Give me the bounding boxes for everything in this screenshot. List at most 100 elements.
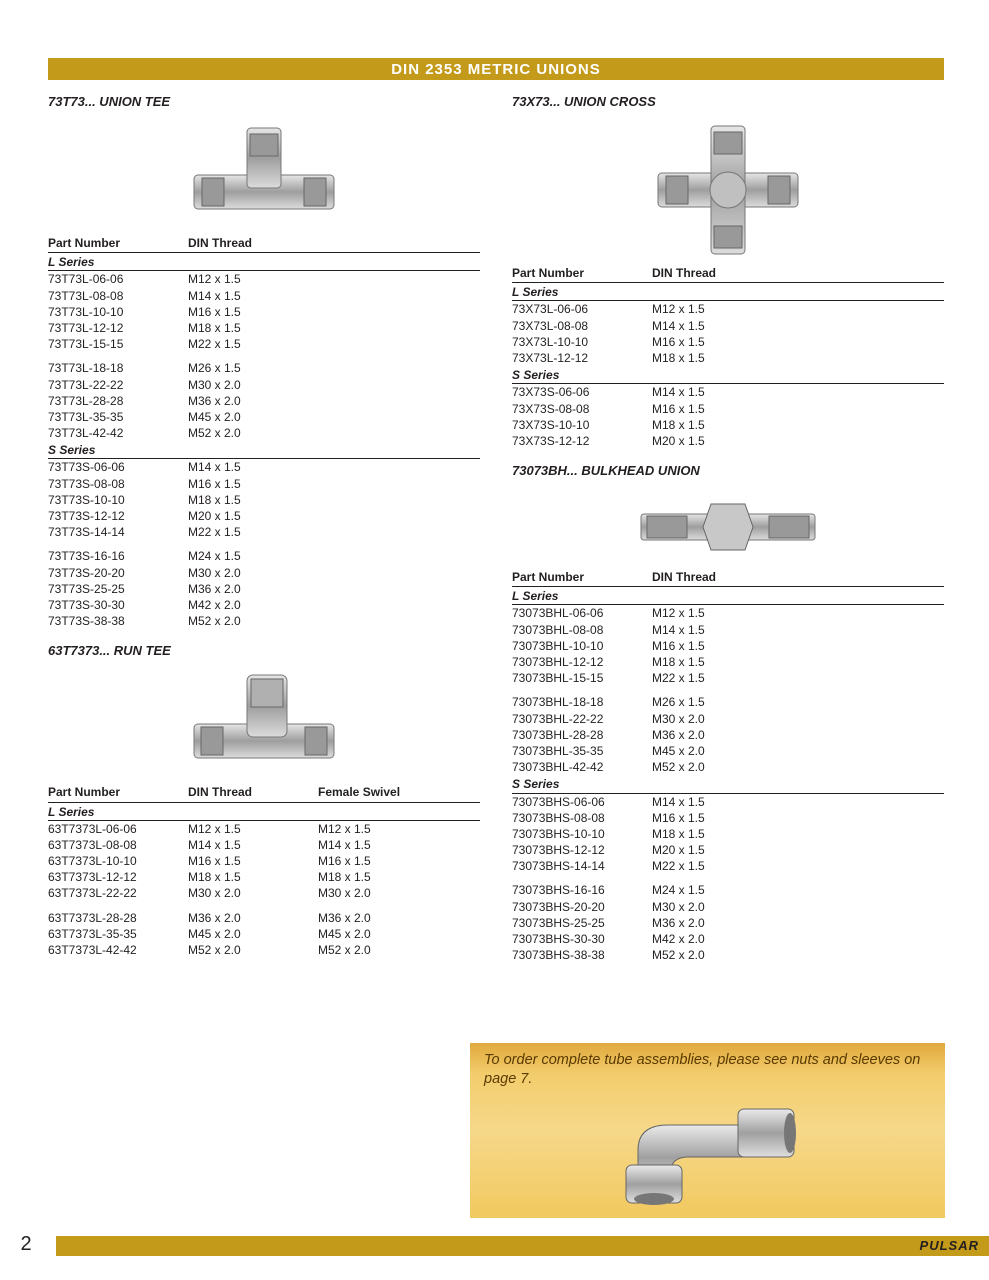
cell: M14 x 1.5 [188, 837, 318, 853]
cell: M14 x 1.5 [318, 837, 480, 853]
cell: M18 x 1.5 [188, 320, 318, 336]
table-row: 73073BHL-15-15M22 x 1.5 [512, 670, 944, 686]
cell: M16 x 1.5 [188, 476, 318, 492]
l-series-label: L Series [512, 587, 944, 605]
right-column: 73X73... UNION CROSS Part Number DIN Thr… [512, 90, 944, 963]
banner-title: DIN 2353 METRIC UNIONS [391, 61, 601, 78]
table-row: 73T73S-20-20M30 x 2.0 [48, 565, 480, 581]
cell: 63T7373L-06-06 [48, 821, 188, 837]
table-row: 63T7373L-06-06M12 x 1.5M12 x 1.5 [48, 821, 480, 837]
col-din: DIN Thread [188, 235, 318, 251]
union-cross-title: 73X73... UNION CROSS [512, 94, 944, 109]
cell: 73T73S-38-38 [48, 613, 188, 629]
table-row: 73T73S-06-06M14 x 1.5 [48, 459, 480, 475]
cell: 73T73S-12-12 [48, 508, 188, 524]
table-row: 73T73L-42-42M52 x 2.0 [48, 425, 480, 441]
bulkhead-fitting-icon [633, 492, 823, 562]
cell: 73T73L-10-10 [48, 304, 188, 320]
cell: 73X73L-06-06 [512, 301, 652, 317]
cell: M14 x 1.5 [188, 288, 318, 304]
cell: M52 x 2.0 [652, 947, 782, 963]
cell: M42 x 2.0 [652, 931, 782, 947]
cell: M36 x 2.0 [652, 727, 782, 743]
table-row: 73T73S-25-25M36 x 2.0 [48, 581, 480, 597]
cell: 73073BHS-30-30 [512, 931, 652, 947]
col-din: DIN Thread [652, 569, 782, 585]
cell: 73073BHS-08-08 [512, 810, 652, 826]
cell: 73073BHL-08-08 [512, 622, 652, 638]
cell: M20 x 1.5 [188, 508, 318, 524]
table-row: 73073BHS-12-12M20 x 1.5 [512, 842, 944, 858]
table-row: 73073BHS-20-20M30 x 2.0 [512, 899, 944, 915]
l-series-label: L Series [48, 253, 480, 271]
table-row: 73T73L-08-08M14 x 1.5 [48, 288, 480, 304]
cell: M16 x 1.5 [318, 853, 480, 869]
cell: M14 x 1.5 [652, 384, 782, 400]
elbow-image [484, 1095, 931, 1215]
cell: M36 x 2.0 [652, 915, 782, 931]
l-series-label: L Series [512, 283, 944, 301]
cell: 73X73S-12-12 [512, 433, 652, 449]
cell: M30 x 2.0 [652, 711, 782, 727]
table-row: 73073BHL-06-06M12 x 1.5 [512, 605, 944, 621]
cell: 73T73S-25-25 [48, 581, 188, 597]
cell: M22 x 1.5 [188, 524, 318, 540]
union-tee-title: 73T73... UNION TEE [48, 94, 480, 109]
table-row: 73T73S-16-16M24 x 1.5 [48, 548, 480, 564]
cell: M36 x 2.0 [188, 910, 318, 926]
table-row: 63T7373L-35-35M45 x 2.0M45 x 2.0 [48, 926, 480, 942]
table-row: 73073BHS-06-06M14 x 1.5 [512, 794, 944, 810]
table-row: 63T7373L-08-08M14 x 1.5M14 x 1.5 [48, 837, 480, 853]
cell: 73X73L-08-08 [512, 318, 652, 334]
cell: M18 x 1.5 [318, 869, 480, 885]
table-row: 73X73S-06-06M14 x 1.5 [512, 384, 944, 400]
table-row: 73073BHS-25-25M36 x 2.0 [512, 915, 944, 931]
cell: 73073BHS-20-20 [512, 899, 652, 915]
cell: 73X73S-08-08 [512, 401, 652, 417]
cell: 73073BHL-15-15 [512, 670, 652, 686]
cell: 73T73L-08-08 [48, 288, 188, 304]
table-row: 73073BHL-08-08M14 x 1.5 [512, 622, 944, 638]
table-row: 73X73S-10-10M18 x 1.5 [512, 417, 944, 433]
cell: M52 x 2.0 [652, 759, 782, 775]
left-column: 73T73... UNION TEE Part [48, 90, 480, 963]
cell: 73073BHL-18-18 [512, 694, 652, 710]
cell: 63T7373L-35-35 [48, 926, 188, 942]
cell: 63T7373L-22-22 [48, 885, 188, 901]
cell: M52 x 2.0 [188, 425, 318, 441]
l-series-label: L Series [48, 803, 480, 821]
cell: 73T73L-06-06 [48, 271, 188, 287]
cell: 63T7373L-08-08 [48, 837, 188, 853]
cell: M14 x 1.5 [652, 318, 782, 334]
table-row: 73T73S-30-30M42 x 2.0 [48, 597, 480, 613]
cell: M16 x 1.5 [652, 334, 782, 350]
cell: 73073BHL-10-10 [512, 638, 652, 654]
bulkhead-title: 73073BH... BULKHEAD UNION [512, 463, 944, 478]
cell: 73073BHL-06-06 [512, 605, 652, 621]
cell: M30 x 2.0 [188, 885, 318, 901]
cell: 73T73S-20-20 [48, 565, 188, 581]
order-note-text: To order complete tube assemblies, pleas… [484, 1051, 931, 1089]
elbow-fitting-icon [598, 1095, 818, 1215]
s-series-label: S Series [512, 775, 944, 793]
cell: M18 x 1.5 [652, 654, 782, 670]
cell: 73073BHL-22-22 [512, 711, 652, 727]
cell: M16 x 1.5 [652, 401, 782, 417]
table-row: 73X73L-06-06M12 x 1.5 [512, 301, 944, 317]
cell: 73T73L-22-22 [48, 377, 188, 393]
union-cross-table: Part Number DIN Thread L Series 73X73L-0… [512, 265, 944, 449]
cell: M18 x 1.5 [188, 869, 318, 885]
cell: M18 x 1.5 [652, 417, 782, 433]
table-row: 73073BHL-42-42M52 x 2.0 [512, 759, 944, 775]
run-tee-fitting-icon [179, 669, 349, 779]
cell: M30 x 2.0 [188, 565, 318, 581]
cell: M22 x 1.5 [188, 336, 318, 352]
table-row: 73T73S-14-14M22 x 1.5 [48, 524, 480, 540]
table-row: 73T73L-22-22M30 x 2.0 [48, 377, 480, 393]
cell: M22 x 1.5 [652, 858, 782, 874]
cell: 73073BHL-42-42 [512, 759, 652, 775]
order-note-box: To order complete tube assemblies, pleas… [470, 1043, 945, 1218]
table-row: 73T73L-28-28M36 x 2.0 [48, 393, 480, 409]
cell: 73X73L-12-12 [512, 350, 652, 366]
table-header: Part Number DIN Thread [48, 235, 480, 253]
